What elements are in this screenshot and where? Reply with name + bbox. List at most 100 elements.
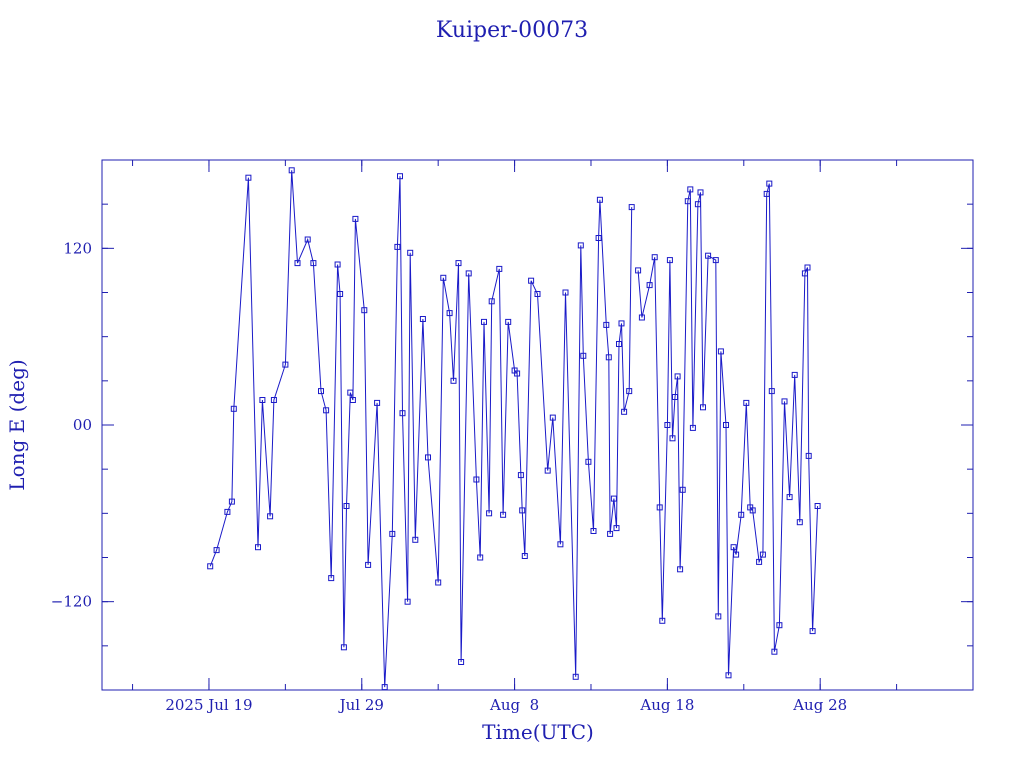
y-tick-label: −120 [51,593,92,611]
data-point [425,454,431,461]
data-point [723,422,729,428]
data-point [455,260,462,267]
data-point [230,405,237,412]
x-tick-label: 2025 Jul 19 [165,696,252,714]
data-point [519,507,526,514]
data-point [259,397,266,403]
data-point [458,659,465,665]
data-point [809,628,816,635]
x-axis-label: Time(UTC) [482,720,594,744]
chart-title: Kuiper-00073 [436,18,588,43]
data-point [585,458,592,465]
data-point [562,289,569,296]
data-point [446,310,453,317]
data-point [361,307,368,314]
data-point [340,644,347,651]
data-point [697,189,704,196]
data-point [659,617,666,624]
data-point [500,511,507,518]
data-point [213,547,220,554]
data-point [282,361,289,368]
data-point [347,389,354,396]
data-point [694,201,701,208]
data-point [580,352,587,359]
data-point [684,198,691,205]
data-point [616,341,622,347]
data-point [404,598,411,605]
data-point [700,404,706,411]
data-point [712,257,719,264]
data-point [730,544,737,551]
data-point [763,190,770,197]
data-point [677,566,684,573]
data-point [486,510,493,517]
data-point [255,544,261,551]
data-point [450,377,457,384]
data-point [766,180,773,187]
data-point [791,371,798,378]
data-point [514,370,521,377]
series-lines [209,170,819,688]
data-point [318,388,324,395]
plot-frame [101,159,974,691]
data-point [267,513,274,520]
data-point [534,291,541,297]
plot-area: 2025 Jul 19 Jul 29 Aug 8 Aug 18 Aug 28 −120 00… [51,159,974,714]
data-point [245,174,252,181]
data-point [419,316,426,322]
data-point [626,388,633,395]
data-point [672,394,678,400]
data-point [440,274,447,281]
y-axis-label: Long E (deg) [5,359,29,490]
data-point [743,399,750,406]
data-point [776,622,783,629]
data-point [738,511,745,518]
data-point [207,563,214,570]
data-point [656,504,663,511]
data-point [749,507,756,514]
data-point [310,260,317,267]
data-point [397,173,403,180]
data-point [796,519,803,526]
data-point [689,424,696,431]
data-point [270,397,277,403]
data-point [687,186,694,193]
data-point [407,249,414,256]
data-point [521,553,528,559]
axis-ticks [102,159,974,691]
data-point [496,265,503,272]
data-point [557,541,564,548]
data-point [669,435,676,442]
data-point [771,648,778,655]
data-point [381,684,388,691]
data-point [294,260,301,267]
data-point [646,282,653,289]
data-point [613,525,620,532]
data-point [805,452,812,459]
data-point [756,558,763,565]
data-point [343,503,350,509]
data-point [717,348,724,355]
data-point [488,298,495,305]
data-point [786,494,793,501]
data-point [781,398,788,405]
data-point [399,410,406,417]
data-point [304,236,311,243]
data-point [715,613,722,620]
data-point [349,397,356,403]
data-point [605,354,612,361]
series-points [207,167,821,691]
data-point [610,495,617,502]
data-point [224,508,231,515]
data-point [477,554,484,561]
series-line [637,183,819,676]
data-point [635,267,642,274]
data-point [618,320,625,327]
data-point [590,528,597,534]
data-point [596,196,603,203]
data-point [374,399,381,406]
data-point [389,530,396,537]
data-point [334,261,341,268]
data-point [473,476,480,483]
